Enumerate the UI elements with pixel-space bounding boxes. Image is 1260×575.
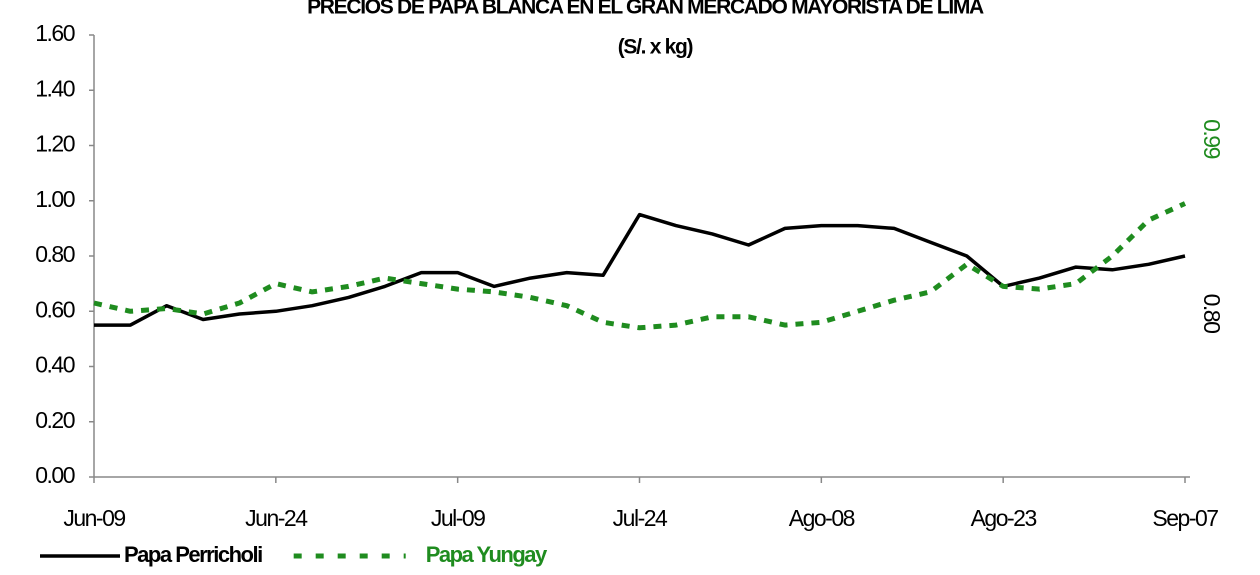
chart-title: PRECIOS DE PAPA BLANCA EN EL GRAN MERCAD…: [307, 0, 984, 19]
series-line: [93, 201, 1187, 331]
y-tick-label: 0.80: [35, 241, 74, 267]
y-tick-label: 0.20: [35, 407, 74, 433]
value-label: 0.99: [1199, 119, 1225, 158]
x-tick-label: Jul-24: [613, 505, 668, 531]
x-tick-label: Jun-24: [245, 505, 308, 531]
y-tick-label: 1.60: [35, 20, 74, 46]
y-tick-label: 1.40: [35, 75, 74, 101]
value-label: 0.80: [1199, 294, 1225, 333]
y-tick-label: 0.60: [35, 296, 74, 322]
x-tick-label: Sep-07: [1152, 505, 1218, 531]
y-tick-label: 0.00: [35, 462, 74, 488]
series-line: [94, 212, 1186, 327]
x-tick-label: Ago-23: [971, 505, 1037, 531]
legend-label: Papa Perricholi: [124, 542, 262, 567]
legend-label: Papa Yungay: [426, 542, 548, 567]
y-tick-label: 0.40: [35, 352, 74, 378]
chart-subtitle: (S/. x kg): [618, 36, 693, 59]
x-tick-label: Jun-09: [63, 505, 125, 531]
x-tick-label: Jul-09: [431, 505, 485, 531]
y-tick-label: 1.00: [35, 186, 74, 212]
x-tick-label: Ago-08: [789, 505, 855, 531]
y-tick-label: 1.20: [35, 131, 74, 157]
